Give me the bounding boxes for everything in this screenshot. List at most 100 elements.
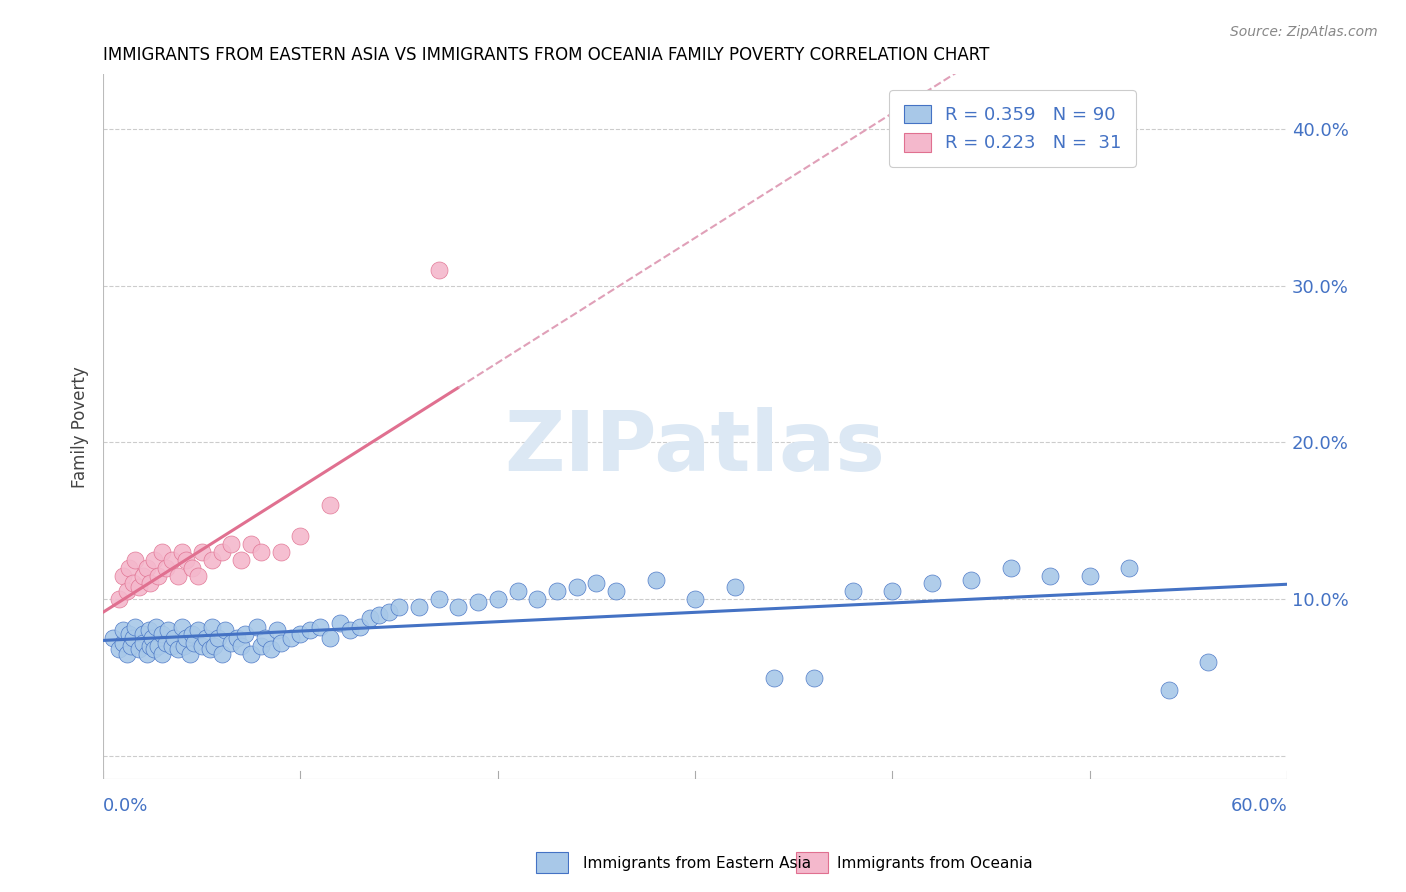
Point (231, 639, 253, 653)
Point (467, 595, 489, 609)
Point (803, 671, 825, 685)
Point (1039, 568, 1062, 582)
Point (378, 605, 401, 619)
Point (198, 642, 221, 657)
Point (211, 647, 233, 661)
Bar (536, 852, 568, 873)
Point (882, 584, 904, 599)
Point (319, 632, 342, 646)
Point (960, 574, 983, 588)
Point (145, 620, 167, 634)
Point (160, 553, 183, 567)
Point (101, 632, 124, 646)
Point (211, 545, 233, 559)
Point (143, 642, 166, 657)
Text: 60.0%: 60.0% (1230, 797, 1286, 815)
Point (183, 636, 205, 650)
Point (138, 624, 160, 638)
Point (290, 626, 312, 640)
Point (201, 553, 224, 567)
Point (309, 620, 332, 634)
Point (349, 620, 371, 634)
Point (150, 545, 173, 559)
Text: Immigrants from Eastern Asia: Immigrants from Eastern Asia (583, 856, 811, 871)
Point (763, 671, 786, 685)
Point (143, 553, 166, 567)
Point (605, 584, 627, 599)
Point (921, 576, 943, 591)
Point (191, 639, 214, 653)
Point (174, 553, 197, 567)
Point (221, 636, 243, 650)
Point (124, 553, 146, 567)
Point (118, 561, 141, 575)
Point (842, 584, 865, 599)
Point (187, 624, 209, 638)
Point (167, 568, 190, 582)
Point (167, 642, 190, 657)
Point (447, 599, 470, 614)
Point (121, 576, 143, 591)
Point (329, 615, 352, 630)
Point (214, 624, 236, 638)
Point (226, 632, 249, 646)
Point (1118, 561, 1140, 575)
Point (427, 263, 450, 277)
Point (240, 537, 263, 551)
Point (194, 632, 217, 646)
Point (723, 580, 745, 594)
Point (187, 568, 209, 582)
Point (1157, 683, 1180, 698)
Point (427, 592, 450, 607)
Point (121, 632, 143, 646)
Point (1000, 561, 1022, 575)
Point (1078, 568, 1101, 582)
Point (155, 636, 177, 650)
Point (565, 580, 588, 594)
Point (139, 639, 162, 653)
Point (111, 636, 134, 650)
Point (1197, 655, 1219, 669)
Point (148, 639, 170, 653)
Text: IMMIGRANTS FROM EASTERN ASIA VS IMMIGRANTS FROM OCEANIA FAMILY POVERTY CORRELATI: IMMIGRANTS FROM EASTERN ASIA VS IMMIGRAN… (103, 46, 990, 64)
Point (148, 568, 170, 582)
Point (231, 553, 253, 567)
Legend: R = 0.359   N = 90, R = 0.223   N =  31: R = 0.359 N = 90, R = 0.223 N = 31 (889, 90, 1136, 167)
Point (115, 647, 138, 661)
Point (150, 647, 173, 661)
Point (155, 561, 177, 575)
Point (160, 639, 183, 653)
Point (115, 584, 138, 599)
Point (408, 599, 430, 614)
Point (131, 568, 153, 582)
Point (526, 592, 548, 607)
Point (240, 647, 263, 661)
Point (128, 642, 150, 657)
Text: Immigrants from Oceania: Immigrants from Oceania (837, 856, 1032, 871)
Point (221, 537, 243, 551)
Point (173, 639, 195, 653)
Point (108, 592, 131, 607)
Point (131, 636, 153, 650)
Point (179, 647, 201, 661)
Point (135, 561, 157, 575)
Point (124, 620, 146, 634)
Point (644, 574, 666, 588)
Point (131, 626, 153, 640)
Point (250, 545, 273, 559)
Point (270, 545, 292, 559)
Point (368, 607, 391, 622)
Point (202, 639, 225, 653)
Point (319, 498, 342, 512)
Point (128, 580, 150, 594)
Point (253, 632, 276, 646)
Point (250, 639, 273, 653)
Text: 0.0%: 0.0% (103, 797, 149, 815)
Point (585, 576, 607, 591)
Y-axis label: Family Poverty: Family Poverty (72, 366, 89, 488)
Point (150, 626, 173, 640)
Point (359, 611, 381, 625)
Point (174, 632, 197, 646)
Point (163, 632, 186, 646)
Point (139, 576, 162, 591)
